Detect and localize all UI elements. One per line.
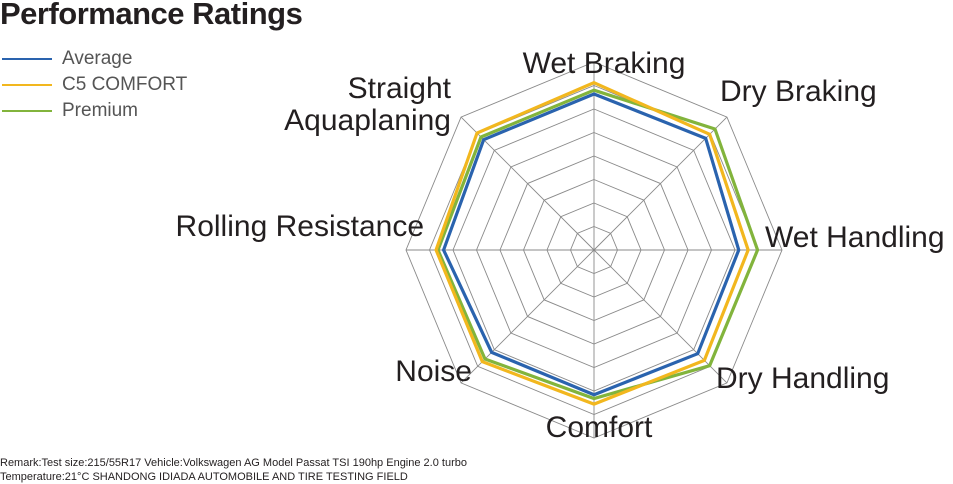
axis-label-wet-braking: Wet Braking — [523, 47, 686, 80]
legend-swatch-average — [2, 57, 52, 61]
radar-series — [434, 80, 760, 406]
series-line-c5-comfort — [434, 80, 750, 406]
legend: Average C5 COMFORT Premium — [2, 46, 187, 124]
legend-item-average: Average — [2, 46, 187, 72]
legend-swatch-premium — [2, 109, 52, 113]
axis-label-rolling-resistance: Rolling Resistance — [176, 210, 424, 243]
axis-label-straight-aquaplaning: Straight Aquaplaning — [284, 72, 451, 137]
legend-label-c5-comfort: C5 COMFORT — [62, 74, 188, 95]
remark: Remark:Test size:215/55R17 Vehicle:Volks… — [0, 456, 467, 484]
legend-swatch-c5-comfort — [2, 83, 52, 87]
axis-label-comfort: Comfort — [546, 411, 653, 444]
axis-label-noise: Noise — [395, 355, 472, 388]
axis-label-wet-handling: Wet Handling — [765, 221, 945, 254]
series-line-premium — [436, 88, 760, 401]
legend-item-premium: Premium — [2, 98, 187, 124]
legend-label-average: Average — [62, 48, 133, 69]
remark-line-1: Remark:Test size:215/55R17 Vehicle:Volks… — [0, 457, 467, 469]
legend-item-c5-comfort: C5 COMFORT — [2, 72, 187, 98]
chart-title: Performance Ratings — [0, 0, 303, 31]
axis-label-dry-handling: Dry Handling — [716, 362, 889, 395]
axis-label-dry-braking: Dry Braking — [720, 75, 877, 108]
radar-axis-labels: Wet Braking Dry Braking Wet Handling Dry Ha… — [176, 47, 945, 444]
legend-label-premium: Premium — [62, 100, 139, 121]
series-line-average — [441, 92, 741, 397]
remark-line-2: Temperature:21°C SHANDONG IDIADA AUTOMOB… — [0, 471, 408, 483]
